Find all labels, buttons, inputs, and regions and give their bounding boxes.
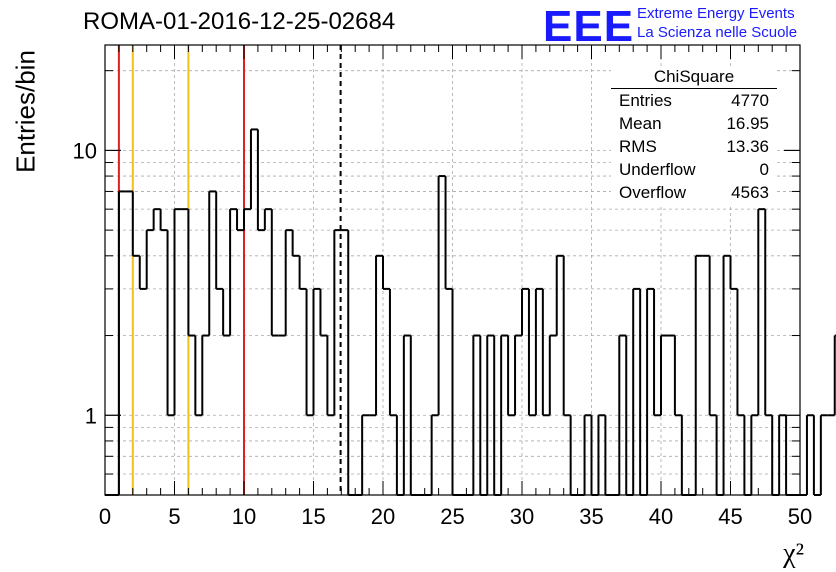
x-tick-label: 10 — [232, 504, 256, 529]
stats-value: 16.95 — [726, 114, 769, 133]
x-tick-label: 20 — [371, 504, 395, 529]
stats-row-rms: RMS 13.36 — [611, 135, 777, 158]
x-tick-label: 5 — [168, 504, 180, 529]
eee-logo: EEE — [543, 2, 635, 51]
axis-ticks — [104, 45, 801, 495]
plot-title: ROMA-01-2016-12-25-02684 — [83, 8, 396, 35]
y-tick-label: 10 — [73, 138, 97, 163]
histogram-bars — [105, 128, 836, 496]
logo-line-2: La Scienza nelle Scuole — [637, 24, 798, 41]
x-tick-label: 30 — [510, 504, 534, 529]
x-tick-label: 50 — [788, 504, 812, 529]
stats-row-mean: Mean 16.95 — [611, 112, 777, 135]
x-tick-label: 40 — [649, 504, 673, 529]
stats-label: Underflow — [619, 160, 696, 179]
x-tick-label: 35 — [579, 504, 603, 529]
stats-label: Entries — [619, 91, 672, 110]
stats-label: Overflow — [619, 183, 687, 202]
stats-label: Mean — [619, 114, 662, 133]
stats-value: 13.36 — [726, 137, 769, 156]
logo-line-1: Extreme Energy Events — [637, 5, 795, 22]
y-tick-label: 1 — [85, 403, 97, 428]
y-axis-label: Entries/bin — [10, 50, 41, 173]
x-tick-label: 45 — [718, 504, 742, 529]
stats-value: 4563 — [731, 183, 769, 202]
x-tick-label: 0 — [99, 504, 111, 529]
tick-labels: 0 5 10 15 20 25 30 35 40 45 50 1 10 — [73, 138, 813, 529]
stats-box: ChiSquare Entries 4770 Mean 16.95 RMS 13… — [611, 66, 777, 204]
x-tick-label: 15 — [301, 504, 325, 529]
stats-label: RMS — [619, 137, 657, 156]
stats-value: 0 — [759, 160, 769, 179]
x-axis-label: χ² — [783, 538, 804, 569]
stats-row-underflow: Underflow 0 — [611, 158, 777, 181]
stats-title: ChiSquare — [611, 66, 777, 89]
x-tick-label: 25 — [440, 504, 464, 529]
stats-row-overflow: Overflow 4563 — [611, 181, 777, 204]
stats-value: 4770 — [731, 91, 769, 110]
stats-row-entries: Entries 4770 — [611, 89, 777, 112]
